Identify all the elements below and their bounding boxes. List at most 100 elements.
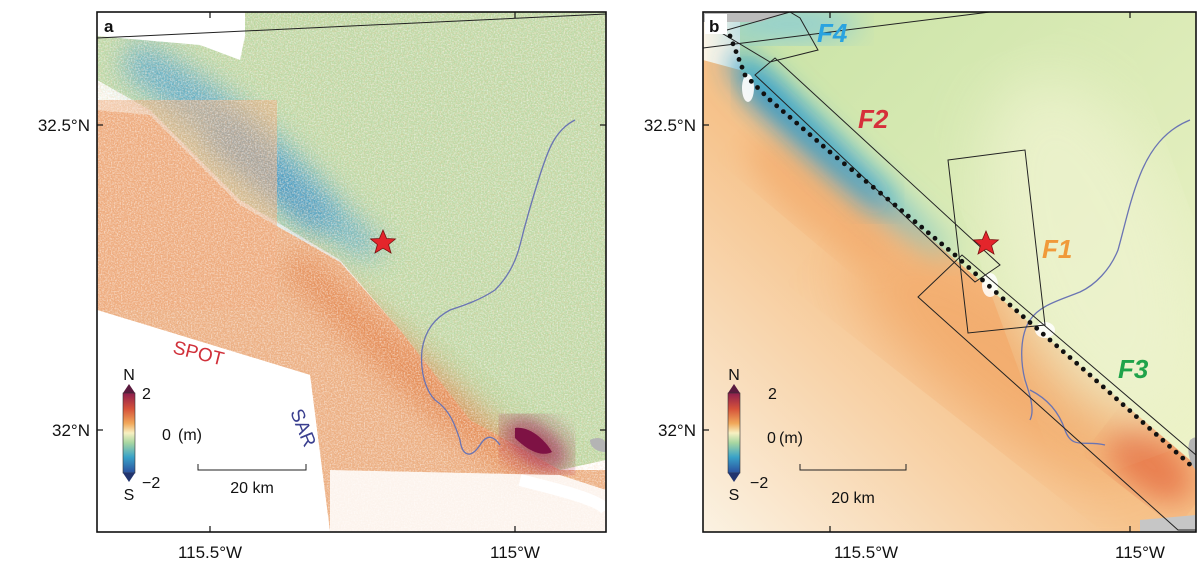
rupture-dot (800, 126, 806, 132)
panel-b-colorbar-south: S (729, 487, 740, 504)
rupture-dot (780, 109, 786, 114)
panel-b-model-map (703, 12, 1196, 532)
rupture-dot (1180, 455, 1186, 461)
rupture-dot (1140, 420, 1146, 425)
rupture-dot (1120, 402, 1126, 408)
rupture-dot (925, 230, 931, 236)
panel-a-label: a (104, 17, 114, 36)
panel-b-lon-label-1: 115.5°W (834, 543, 898, 562)
fault-label-f1: F1 (1042, 234, 1072, 264)
rupture-dot (885, 196, 891, 202)
rupture-dot (736, 57, 742, 62)
panel-b-lat-label-2: 32°N (658, 421, 696, 440)
panel-a-displacement-map (97, 12, 606, 532)
rupture-dot (1094, 378, 1099, 384)
rupture-dot (742, 72, 748, 78)
surface-rupture-trace (727, 33, 1192, 467)
rupture-dot (1160, 437, 1166, 443)
rupture-dot (755, 85, 760, 90)
rupture-dot (849, 167, 855, 173)
panel-a: a 32.5°N 32°N 115.5°W 115°W SPOT SAR N S… (38, 11, 607, 562)
rupture-dot (1127, 408, 1133, 413)
rupture-dot (1153, 432, 1159, 437)
rupture-dot (727, 33, 733, 39)
rupture-dot (787, 114, 793, 120)
rupture-dot (1074, 360, 1080, 366)
fault-segments (703, 12, 1196, 531)
panel-a-ticks (97, 12, 606, 532)
panel-a-colorbar-south: S (124, 487, 135, 504)
rupture-dot (794, 120, 800, 126)
rupture-dot (1067, 355, 1073, 360)
rupture-dot (1020, 314, 1026, 320)
rupture-dot (820, 143, 826, 149)
panel-a-colorbar-north: N (123, 367, 135, 384)
rupture-dot (959, 258, 965, 264)
fault-label-f3: F3 (1118, 354, 1149, 384)
rupture-dot (856, 173, 862, 179)
rupture-dot (834, 155, 840, 161)
panel-b-colorbar: N S 2 0 (m) −2 (727, 367, 803, 504)
panel-a-lon-label-1: 115.5°W (178, 543, 242, 562)
panel-b-frame (702, 11, 1197, 533)
panel-b-scalebar: 20 km (799, 464, 907, 507)
rupture-dot (1107, 390, 1113, 396)
rupture-dot (892, 202, 898, 208)
rupture-dot (1080, 366, 1086, 372)
rupture-dot (733, 49, 739, 54)
panel-b-ticks (703, 12, 1131, 532)
rupture-dot (730, 41, 736, 47)
rupture-dot (1147, 426, 1152, 431)
rupture-dot (919, 224, 925, 230)
panel-b-colorbar-min: −2 (750, 475, 768, 492)
rupture-dot (1173, 449, 1179, 455)
rupture-dot (1167, 443, 1172, 449)
rupture-dot (1114, 396, 1119, 402)
panel-a-scalebar: 20 km (197, 464, 307, 497)
fault-label-f4: F4 (817, 18, 848, 48)
rupture-dot (945, 247, 951, 252)
rupture-dot (878, 190, 883, 196)
rupture-dot (905, 213, 911, 219)
panel-a-colorbar: N S 2 0 (m) −2 (122, 367, 202, 504)
rupture-dot (899, 208, 905, 214)
panel-a-lat-label-1: 32.5°N (38, 116, 90, 135)
rupture-dot (1027, 320, 1033, 325)
rupture-dot (863, 179, 869, 184)
rupture-dot (912, 219, 918, 225)
rupture-dot (814, 138, 820, 143)
svg-text:20 km: 20 km (230, 480, 274, 497)
rupture-dot (987, 283, 992, 289)
rupture-dot (827, 149, 833, 155)
panel-b-lat-label-1: 32.5°N (644, 116, 696, 135)
panel-a-colorbar-mid: 0 (162, 427, 171, 444)
rupture-dot (1047, 337, 1053, 343)
rupture-dot (952, 252, 958, 258)
panel-b-label: b (709, 17, 719, 36)
panel-a-lon-label-2: 115°W (490, 543, 540, 562)
svg-text:20 km: 20 km (831, 490, 875, 507)
rupture-dot (1007, 302, 1013, 308)
rupture-dot (1100, 384, 1106, 390)
rupture-dot (966, 265, 972, 270)
rupture-dot (1054, 343, 1060, 349)
rupture-dot (1034, 325, 1040, 331)
rupture-dot (748, 78, 754, 84)
rupture-dot (932, 235, 938, 241)
panel-b-lon-label-2: 115°W (1115, 543, 1165, 562)
panel-a-frame (96, 11, 607, 533)
rupture-dot (1134, 414, 1139, 419)
panel-b-colorbar-unit: (m) (779, 430, 803, 447)
panel-a-colorbar-unit: (m) (178, 427, 202, 444)
rupture-dot (1014, 308, 1020, 314)
fault-label-f2: F2 (858, 104, 889, 134)
epicenter-star-icon (972, 229, 1000, 255)
rupture-dot (993, 290, 999, 295)
rupture-dot (739, 64, 745, 70)
panel-b: b 32.5°N 32°N 115.5°W 115°W F4 F2 F1 F3 … (644, 11, 1197, 562)
rupture-dot (1087, 372, 1093, 378)
epicenter-star-icon (369, 228, 397, 254)
rupture-dot (807, 132, 813, 138)
panel-b-colorbar-north: N (728, 367, 740, 384)
